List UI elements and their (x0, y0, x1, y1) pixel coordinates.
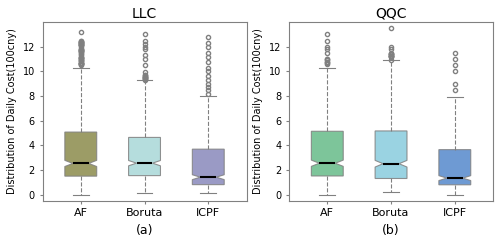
PathPatch shape (375, 131, 407, 179)
PathPatch shape (192, 149, 224, 185)
PathPatch shape (312, 131, 343, 176)
X-axis label: (a): (a) (136, 224, 154, 237)
Y-axis label: Distribution of Daily Cost(100cny): Distribution of Daily Cost(100cny) (254, 29, 264, 194)
PathPatch shape (65, 132, 96, 176)
PathPatch shape (439, 150, 470, 185)
Title: QQC: QQC (376, 7, 407, 21)
X-axis label: (b): (b) (382, 224, 400, 237)
Y-axis label: Distribution of Daily Cost(100cny): Distribution of Daily Cost(100cny) (7, 29, 17, 194)
PathPatch shape (128, 137, 160, 176)
Title: LLC: LLC (132, 7, 157, 21)
